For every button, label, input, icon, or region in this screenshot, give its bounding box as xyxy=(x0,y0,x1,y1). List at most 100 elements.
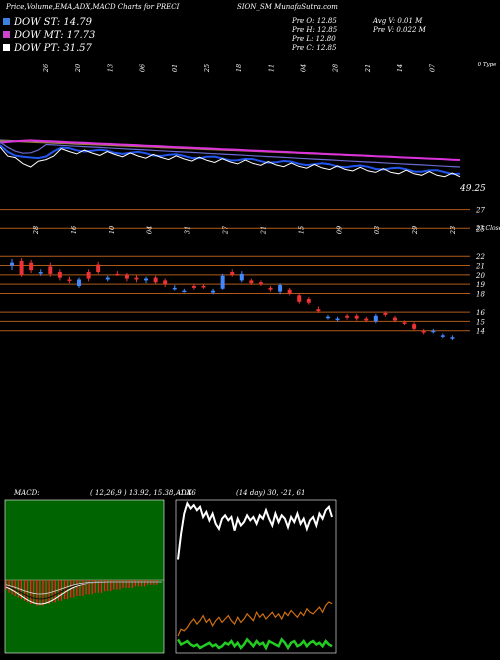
candle-body xyxy=(316,309,321,312)
macd-background xyxy=(5,500,164,653)
bottom-date-label: 31 xyxy=(184,226,192,234)
macd-signal-line-2 xyxy=(5,581,162,595)
candle-body xyxy=(48,266,53,274)
top-date-label: 07 xyxy=(428,63,436,72)
candle-caption: 23 Close xyxy=(475,225,500,232)
candle-body xyxy=(278,285,283,292)
bottom-date-label: 03 xyxy=(373,226,381,234)
price-tick-label: 25 xyxy=(475,225,485,233)
price-tick-label: 18 xyxy=(476,290,485,298)
legend-label-mt: DOW MT: 17.73 xyxy=(14,30,96,41)
bottom-date-label: 28 xyxy=(32,226,40,235)
candle-body xyxy=(440,335,445,337)
price-line xyxy=(0,146,461,178)
adx-values: (14 day) 30, -21, 61 xyxy=(236,489,305,497)
candle-body xyxy=(211,290,216,293)
bottom-date-label: 21 xyxy=(259,226,267,235)
macd-values: ( 12,26,9 ) 13.92, 15.38, -1.46 xyxy=(90,489,196,497)
candle-body xyxy=(115,273,120,276)
candle-body xyxy=(124,274,129,279)
stat-avg-volume: Avg V: 0.01 M xyxy=(373,17,423,25)
top-date-label: 18 xyxy=(235,64,243,72)
chart-title-left: Price,Volume,EMA,ADX,MACD Charts for PRE… xyxy=(6,3,180,11)
candle-body xyxy=(306,299,311,303)
macd-label: MACD: xyxy=(13,489,40,497)
candle-body xyxy=(182,290,187,293)
candle-body xyxy=(354,315,359,319)
adx-line xyxy=(176,637,333,651)
legend-dow-st: DOW ST: 14.79 xyxy=(3,17,92,28)
top-right-caption: 0 Type xyxy=(478,62,498,68)
top-date-label: 26 xyxy=(42,64,50,73)
candle-body xyxy=(153,277,158,283)
candle-body xyxy=(67,279,72,281)
candle-body xyxy=(383,313,388,315)
bottom-date-label: 27 xyxy=(222,225,230,235)
price-tick-label: 21 xyxy=(475,263,485,271)
candle-body xyxy=(268,287,273,290)
top-date-label: 06 xyxy=(139,64,147,72)
candle-body xyxy=(29,262,34,271)
adx-border xyxy=(175,499,337,654)
top-date-label: 21 xyxy=(364,64,372,73)
candle-body xyxy=(239,273,244,281)
top-date-label: 20 xyxy=(74,64,82,73)
top-date-label: 14 xyxy=(396,64,404,72)
bottom-date-label: 15 xyxy=(297,226,305,234)
stat-high: Pre H: 12.85 xyxy=(292,26,338,34)
candle-body xyxy=(105,277,110,280)
bottom-date-label: 09 xyxy=(335,226,343,234)
price-tick-label: 16 xyxy=(476,309,485,317)
candle-body xyxy=(450,337,455,339)
candle-body xyxy=(86,272,91,279)
top-date-label: 28 xyxy=(332,64,340,73)
top-date-label: 01 xyxy=(171,64,179,72)
candle-body xyxy=(172,287,177,290)
candle-body xyxy=(421,330,426,333)
price-tick-label: 22 xyxy=(475,253,485,261)
legend-dow-mt: DOW MT: 17.73 xyxy=(3,30,95,41)
candle-body xyxy=(230,272,235,275)
ema-line-20 xyxy=(0,141,461,168)
bottom-date-label: 16 xyxy=(70,226,78,234)
price-tick-label: 14 xyxy=(476,328,485,336)
legend-label-pt: DOW PT: 31.57 xyxy=(14,43,92,54)
candle-body xyxy=(392,317,397,321)
candle-body xyxy=(201,286,206,288)
price-axis-label: 49.25 xyxy=(459,184,486,194)
bottom-date-label: 04 xyxy=(146,226,154,234)
candle-body xyxy=(144,278,149,281)
legend-swatch-mt xyxy=(3,31,10,38)
adx-background xyxy=(176,500,336,653)
candle-body xyxy=(220,275,225,289)
candle-body xyxy=(134,277,139,280)
stat-close: Pre C: 12.85 xyxy=(292,44,337,52)
candle-body xyxy=(402,322,407,324)
candle-body xyxy=(325,316,330,319)
legend-swatch-st xyxy=(3,18,10,25)
candle-body xyxy=(412,324,417,329)
adx-plus-di-line xyxy=(177,501,333,560)
candle-body xyxy=(287,289,292,294)
macd-border xyxy=(4,499,165,654)
price-tick-label: 20 xyxy=(475,272,485,280)
candle-body xyxy=(258,282,263,285)
top-date-label: 25 xyxy=(203,64,211,73)
candle-body xyxy=(96,264,101,273)
candle-body xyxy=(191,286,196,288)
bottom-date-label: 29 xyxy=(411,226,419,235)
stat-prev-volume: Pre V: 0.022 M xyxy=(373,26,426,34)
adx-label: ADX xyxy=(175,489,193,497)
candle-body xyxy=(345,315,350,318)
top-date-label: 04 xyxy=(300,64,308,72)
legend-dow-pt: DOW PT: 31.57 xyxy=(3,43,92,54)
legend-swatch-pt xyxy=(3,44,10,51)
top-date-label: 11 xyxy=(267,64,275,72)
candle-body xyxy=(163,280,168,285)
candle-body xyxy=(77,279,82,286)
bottom-date-label: 23 xyxy=(449,226,457,235)
candle-body xyxy=(373,315,378,322)
legend-label-st: DOW ST: 14.79 xyxy=(14,17,93,28)
candle-body xyxy=(38,272,43,274)
